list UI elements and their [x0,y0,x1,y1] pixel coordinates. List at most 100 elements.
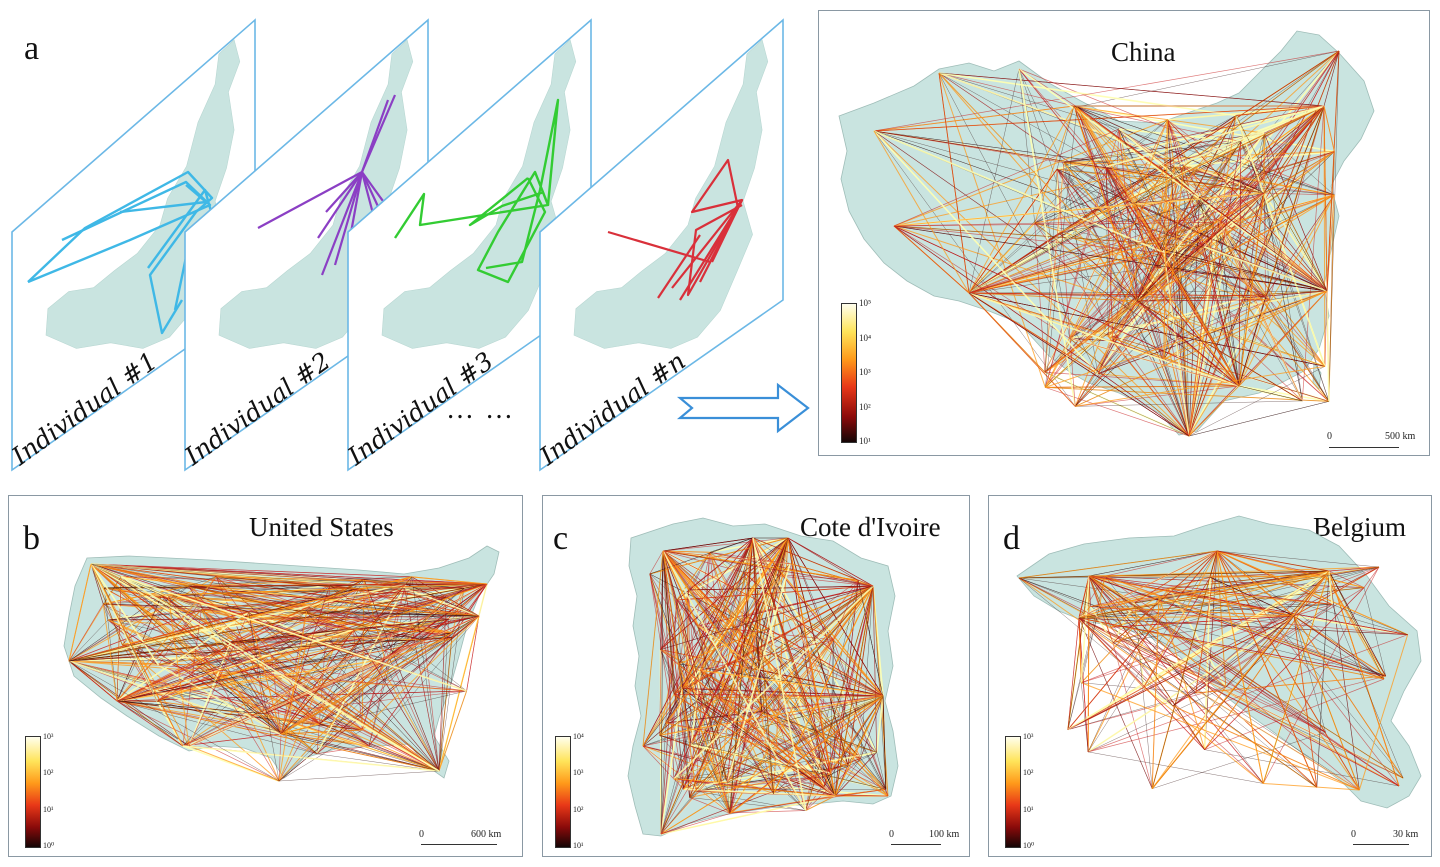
flow-line [746,615,889,797]
flow-line [264,663,380,715]
flow-line [1134,202,1165,360]
flow-line [90,563,109,620]
flow-line [1088,575,1227,688]
flow-line [718,585,874,786]
flow-line [438,632,453,772]
flow-line [1134,202,1169,232]
be-tick: 10³ [1023,732,1034,741]
flow-line [673,778,728,784]
flow-line [660,649,836,797]
flow-line [1044,162,1065,373]
flow-line [660,537,754,650]
flow-line [660,537,789,650]
flow-line [660,695,884,835]
flow-line [280,618,449,735]
flow-line [787,537,836,797]
flow-line [122,644,363,731]
flow-line [405,583,480,617]
flow-line [1034,222,1138,302]
flow-line [1167,119,1175,167]
flow-line [329,584,480,617]
flow-line [68,660,190,747]
flow-line [1112,615,1295,643]
flow-line [1080,575,1090,683]
flow-line [676,585,874,601]
flow-line [1098,576,1106,608]
aggregate-arrow-icon [676,382,810,434]
flow-line [1293,604,1333,617]
flow-line [1018,577,1326,733]
flow-line [1063,141,1241,163]
flow-line [1081,682,1089,752]
flow-line [662,550,728,783]
flow-line [1077,106,1241,142]
flow-line [1183,165,1328,292]
flow-line [1067,617,1080,730]
flow-line [1136,194,1335,302]
flow-line [1263,192,1266,296]
flow-line [116,637,453,702]
flow-line [1087,575,1090,752]
flow-line [687,687,836,797]
flow-line [1063,162,1240,387]
flow-line [280,584,331,735]
flow-line [365,626,440,772]
flow-line [746,615,757,634]
flow-line [1328,570,1400,787]
flow-line [201,609,320,725]
flow-line [662,537,789,552]
flow-line [158,664,467,692]
flow-line [167,596,190,747]
us-scale-zero: 0 [419,829,424,840]
flow-line [1074,249,1164,407]
flow-line [1018,577,1091,607]
flow-line [642,550,664,747]
flow-line [660,550,664,650]
china-tick: 10² [859,401,871,412]
flow-line [1057,168,1265,194]
flow-line [1263,192,1303,401]
flow-line [1240,180,1328,292]
flow-line [789,563,874,587]
us-title: United States [249,512,394,542]
flow-line [278,729,363,782]
flow-line [358,588,449,620]
flow-line [662,550,699,626]
flow-line [688,585,874,591]
flow-line [1204,587,1365,750]
flow-line [1332,604,1408,635]
flow-line [404,583,488,589]
flow-line [466,615,480,691]
flow-line [280,583,407,735]
flow-line [1188,401,1329,437]
flow-line [834,752,877,797]
flow-line [1088,751,1264,784]
flow-line [938,72,1265,194]
flow-line [1188,222,1214,437]
flow-line [306,579,365,613]
flow-line [873,130,1099,375]
flow-line [968,219,1219,294]
flow-line [873,130,1240,387]
flow-line [1136,300,1190,437]
flow-line [1107,105,1325,337]
flow-line [1078,617,1205,750]
flow-line [1073,105,1158,268]
flow-line [1195,675,1386,694]
flow-line [107,619,282,735]
flow-line [1323,105,1335,152]
flow-line [1235,115,1328,292]
flow-line [659,734,836,797]
flow-line [787,537,877,753]
flow-line [1163,290,1328,360]
flow-line [1112,340,1190,437]
flow-line [893,225,1070,339]
ci-tick: 10¹ [573,840,584,850]
flow-line [1056,168,1240,387]
flow-line [676,599,884,697]
flow-line [662,550,807,811]
flow-line [1076,106,1182,271]
flow-line [660,669,760,835]
flow-line [787,537,874,587]
flow-line [188,585,453,638]
